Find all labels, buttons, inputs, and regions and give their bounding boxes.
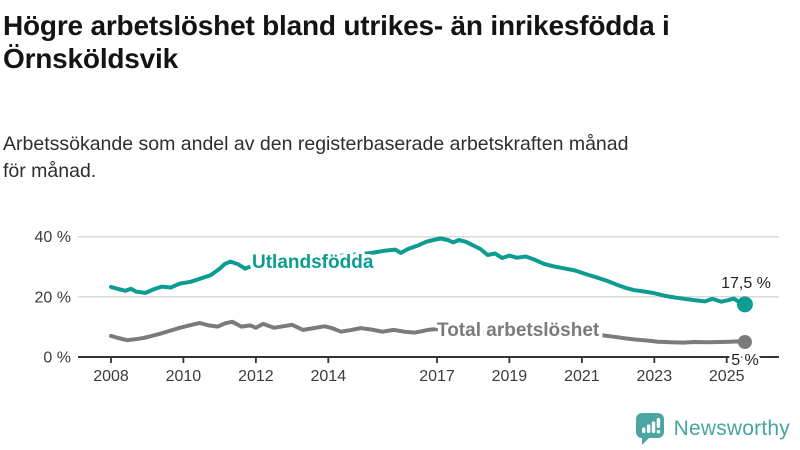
x-tick-label: 2021	[564, 368, 600, 385]
unemployment-line-chart: 0 %20 %40 %2008 2010 2012 2014 2017 2019 2021 2…	[35, 229, 779, 385]
y-tick-label: 20 %	[35, 289, 71, 306]
newsworthy-logo: Newsworthy	[635, 412, 790, 445]
x-tick-label: 2010	[166, 368, 202, 385]
x-axis: 2008 2010 2012 2014 2017 2019 2021 2023 2025	[78, 356, 779, 385]
x-tick-label: 2019	[492, 368, 528, 385]
series-line-utlandsf-dda	[109, 236, 747, 307]
series-end-value-label: 17,5 %	[721, 275, 771, 292]
x-tick-label: 2017	[419, 368, 455, 385]
y-tick-label: 0 %	[43, 350, 71, 367]
subtitle-line-1: Arbetssökande som andel av den registerb…	[3, 133, 629, 155]
x-tick-label: 2014	[311, 368, 347, 385]
x-tick-label: 2008	[93, 368, 129, 385]
title-line-1: Högre arbetslöshet bland utrikes- än inr…	[3, 10, 670, 41]
gridlines	[78, 235, 779, 298]
page-title: Högre arbetslöshet bland utrikes- än inr…	[3, 9, 798, 75]
chart-subtitle: Arbetssökande som andel av den registerb…	[3, 131, 628, 185]
title-line-2: Örnsköldsvik	[3, 43, 179, 74]
x-tick-label: 2025	[709, 368, 745, 385]
brand-name: Newsworthy	[673, 416, 790, 440]
series-end-value-label: 5 %	[731, 352, 759, 369]
y-tick-label: 40 %	[35, 229, 71, 246]
x-tick-label: 2012	[238, 368, 274, 385]
series-label: Utlandsfödda	[252, 252, 374, 273]
series-label: Total arbetslöshet	[437, 320, 600, 341]
bar-chart-speech-bubble-icon	[635, 413, 664, 445]
x-tick-label: 2023	[637, 368, 673, 385]
series-line-total-arbetsl-shet	[109, 319, 747, 345]
series-end-dot	[737, 335, 752, 349]
series-end-dot	[736, 296, 753, 313]
y-axis-labels: 0 % 20 % 40 %	[35, 229, 71, 366]
subtitle-line-2: för månad.	[3, 160, 97, 182]
